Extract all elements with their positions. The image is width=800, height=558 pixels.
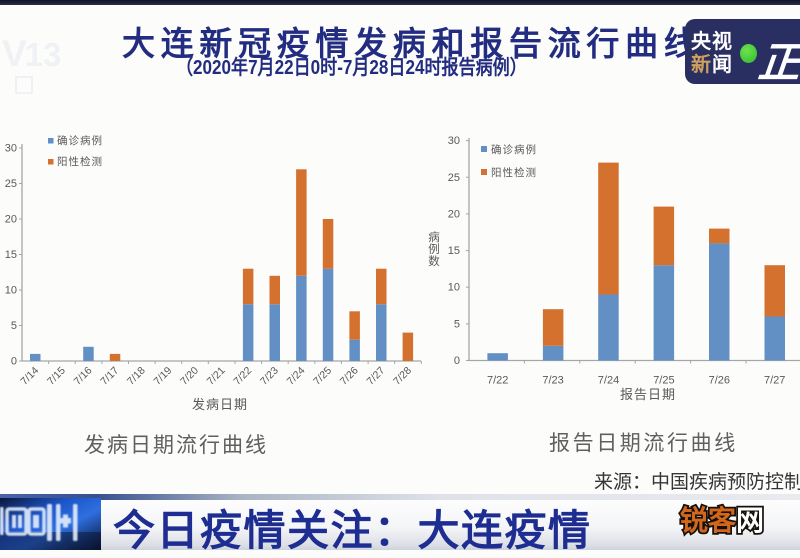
svg-text:7/22: 7/22: [487, 375, 508, 387]
svg-text:0: 0: [11, 356, 17, 368]
svg-text:7/23: 7/23: [542, 375, 563, 387]
svg-text:7/25: 7/25: [311, 365, 334, 388]
svg-text:7/27: 7/27: [764, 375, 785, 387]
svg-text:例: 例: [428, 242, 440, 256]
svg-text:7/19: 7/19: [151, 365, 174, 388]
svg-text:确诊病例: 确诊病例: [57, 134, 103, 147]
svg-text:锐客: 锐客: [680, 504, 737, 536]
svg-text:7/16: 7/16: [72, 365, 95, 388]
svg-text:报告日期: 报告日期: [620, 387, 676, 402]
svg-text:7/20: 7/20: [178, 365, 201, 388]
svg-text:7/24: 7/24: [285, 365, 308, 388]
svg-text:7/26: 7/26: [338, 365, 361, 388]
svg-text:30: 30: [448, 135, 460, 147]
svg-text:0: 0: [454, 355, 460, 367]
svg-text:病: 病: [428, 230, 440, 244]
svg-text:5: 5: [11, 320, 17, 332]
svg-text:7/28: 7/28: [391, 365, 414, 388]
svg-text:7/27: 7/27: [364, 365, 387, 388]
svg-text:7/21: 7/21: [205, 365, 228, 388]
svg-text:15: 15: [5, 249, 17, 261]
svg-text:10: 10: [5, 285, 17, 297]
svg-text:5: 5: [454, 318, 460, 330]
svg-text:7/26: 7/26: [709, 375, 730, 387]
svg-text:7/25: 7/25: [653, 375, 674, 387]
svg-text:15: 15: [448, 245, 460, 257]
svg-text:发病日期: 发病日期: [192, 397, 248, 412]
svg-text:30: 30: [5, 143, 17, 155]
svg-text:7/18: 7/18: [125, 365, 148, 388]
svg-text:7/23: 7/23: [258, 365, 281, 388]
svg-text:7/22: 7/22: [231, 365, 254, 388]
svg-text:7/14: 7/14: [18, 365, 41, 388]
svg-text:7/15: 7/15: [45, 365, 68, 388]
svg-text:20: 20: [448, 208, 460, 220]
svg-text:网: 网: [736, 505, 764, 536]
svg-text:阳性检测: 阳性检测: [491, 166, 537, 179]
svg-text:阳性检测: 阳性检测: [57, 155, 103, 168]
svg-text:7/24: 7/24: [598, 375, 619, 387]
svg-text:7/17: 7/17: [98, 365, 121, 388]
svg-text:确诊病例: 确诊病例: [491, 143, 537, 156]
svg-text:数: 数: [428, 254, 440, 268]
svg-text:20: 20: [5, 214, 17, 226]
svg-text:25: 25: [448, 172, 460, 184]
svg-text:25: 25: [5, 178, 17, 190]
svg-text:10: 10: [448, 282, 460, 294]
